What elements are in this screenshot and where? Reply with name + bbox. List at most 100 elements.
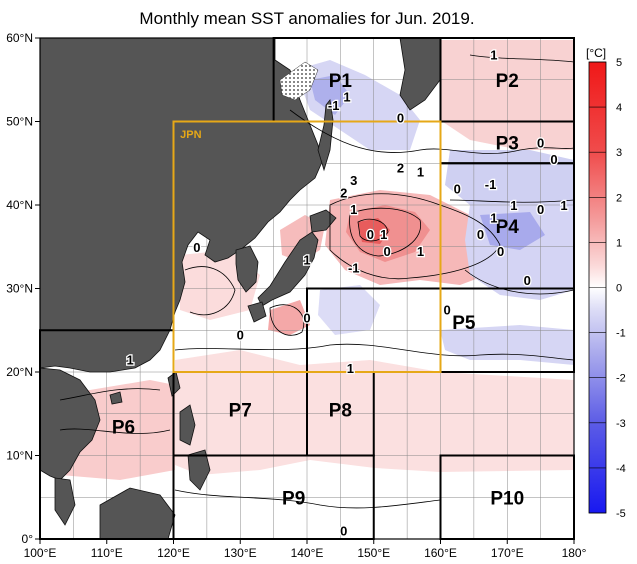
contour-value-label: 1 [560,198,567,213]
colorbar-tick-label: 0 [616,283,622,295]
colorbar-tick-label: 4 [616,102,622,114]
land-hainan [109,391,123,405]
region-label-p5: P5 [452,313,476,334]
contour-value-label: 0 [477,227,484,242]
colorbar-tick-label: 5 [616,57,622,69]
contour-value-label: 1 [417,244,424,259]
contour-value-label: 1 [380,227,387,242]
longitude-tick-label: 170°E [491,546,524,560]
jpn-box: JPN [172,120,442,373]
contour-value-label: 0 [340,524,347,539]
contour-value-label: -1 [485,177,497,192]
contour-value-label: 0 [550,152,557,167]
region-label-p7: P7 [229,401,252,422]
longitude-tick-label: 140°E [291,546,324,560]
contour-value-label: 0 [454,181,461,196]
contour-value-label: 0 [537,135,544,150]
contour-value-label: 0 [537,202,544,217]
contour-zero-south [174,343,574,361]
latitude-axis: 0° 10°N 20°N 30°N 40°N 50°N 60°N [6,31,40,546]
land-japan-kyushu [247,301,267,323]
contour-zero-north [289,109,574,154]
latitude-tick-label: 40°N [6,198,33,212]
jpn-box-outline [172,120,442,373]
longitude-tick-label: 180° [562,546,587,560]
contour-value-label: 0 [303,311,310,326]
colorbar-tick-label: -4 [616,463,626,475]
latitude-tick-label: 10°N [6,449,33,463]
contour-value-label: 1 [417,165,424,180]
anomaly-shading [40,40,574,480]
contour-plus-two-ke [349,207,421,257]
region-label-p4: P4 [496,217,520,238]
region-label-p3: P3 [496,133,519,154]
contour-value-label: 0 [237,327,244,342]
contour-plus-one-south [269,304,305,336]
contour-value-label: 0 [497,244,504,259]
positive-anomaly-south-japan [268,300,310,335]
region-label-p9: P9 [282,488,305,509]
region-label-p10: P10 [490,488,524,509]
colorbar-ticks: 5 4 3 2 1 0 -1 -2 -3 -4 -5 [589,57,626,520]
land-borneo [99,487,176,539]
longitude-tick-label: 110°E [91,546,123,560]
latitude-tick-label: 20°N [6,365,33,379]
contour-value-label: 1 [126,352,133,367]
contour-value-label: 3 [350,173,357,188]
colorbar-tick-label: -5 [616,508,626,520]
contour-one-scs [59,388,171,434]
region-label-p1: P1 [329,71,353,92]
contour-value-label: 2 [397,160,404,175]
region-label-p6: P6 [112,417,135,438]
land-indochina [40,367,101,481]
jpn-box-label: JPN [180,129,201,141]
colorbar-tick-label: 1 [616,237,622,249]
contour-value-label: 1 [343,89,350,104]
longitude-tick-label: 120°E [157,546,190,560]
contour-lines [59,54,574,509]
region-label-p2: P2 [496,71,519,92]
longitude-axis: 100°E 110°E 120°E 130°E 140°E 150°E 160°E 170°E… [24,539,587,560]
latitude-tick-label: 60°N [6,31,33,45]
land-japan-hokkaido [309,209,337,233]
longitude-tick-label: 150°E [357,546,390,560]
contour-value-label: -1 [348,261,360,276]
land-philippines-south [187,449,211,491]
land-philippines-luzon [179,404,196,446]
negative-anomaly-p3 [445,150,574,210]
latitude-tick-label: 50°N [6,115,33,129]
contour-value-label: 1 [510,198,517,213]
contour-plus-three-ke [357,218,389,242]
latitude-tick-label: 0° [22,532,34,546]
region-label-p8: P8 [329,401,352,422]
negative-anomaly-okhotsk-core [310,75,350,115]
colorbar-tick-label: 2 [616,192,622,204]
contour-zero-p4 [449,199,574,295]
map-title: Monthly mean SST anomalies for Jun. 2019… [139,9,475,28]
contour-value-label: -1 [328,98,340,113]
contour-value-label: 0 [193,240,200,255]
contour-value-label: 0 [367,227,374,242]
colorbar: [°C] 5 4 3 2 1 0 -1 -2 -3 -4 -5 [586,46,626,520]
sea-ice-area [279,61,319,101]
latitude-tick-label: 30°N [6,282,33,296]
contour-value-label: 0 [383,244,390,259]
contour-value-label: 1 [350,202,357,217]
contour-value-label: 0 [444,302,451,317]
contour-zero-east-china [184,266,236,316]
colorbar-tick-label: -3 [616,418,626,430]
contour-value-label: 2 [340,185,347,200]
contour-value-label: 0 [524,273,531,288]
colorbar-tick-label: -1 [616,328,626,340]
longitude-tick-label: 130°E [224,546,257,560]
colorbar-tick-label: 3 [616,147,622,159]
contour-value-label: 1 [490,48,497,63]
contour-value-label: 1 [303,252,310,267]
colorbar-unit: [°C] [586,46,606,60]
contour-value-label: 1 [490,211,497,226]
land-korea [235,245,259,293]
longitude-tick-label: 160°E [424,546,457,560]
contour-value-label: 1 [347,361,354,376]
